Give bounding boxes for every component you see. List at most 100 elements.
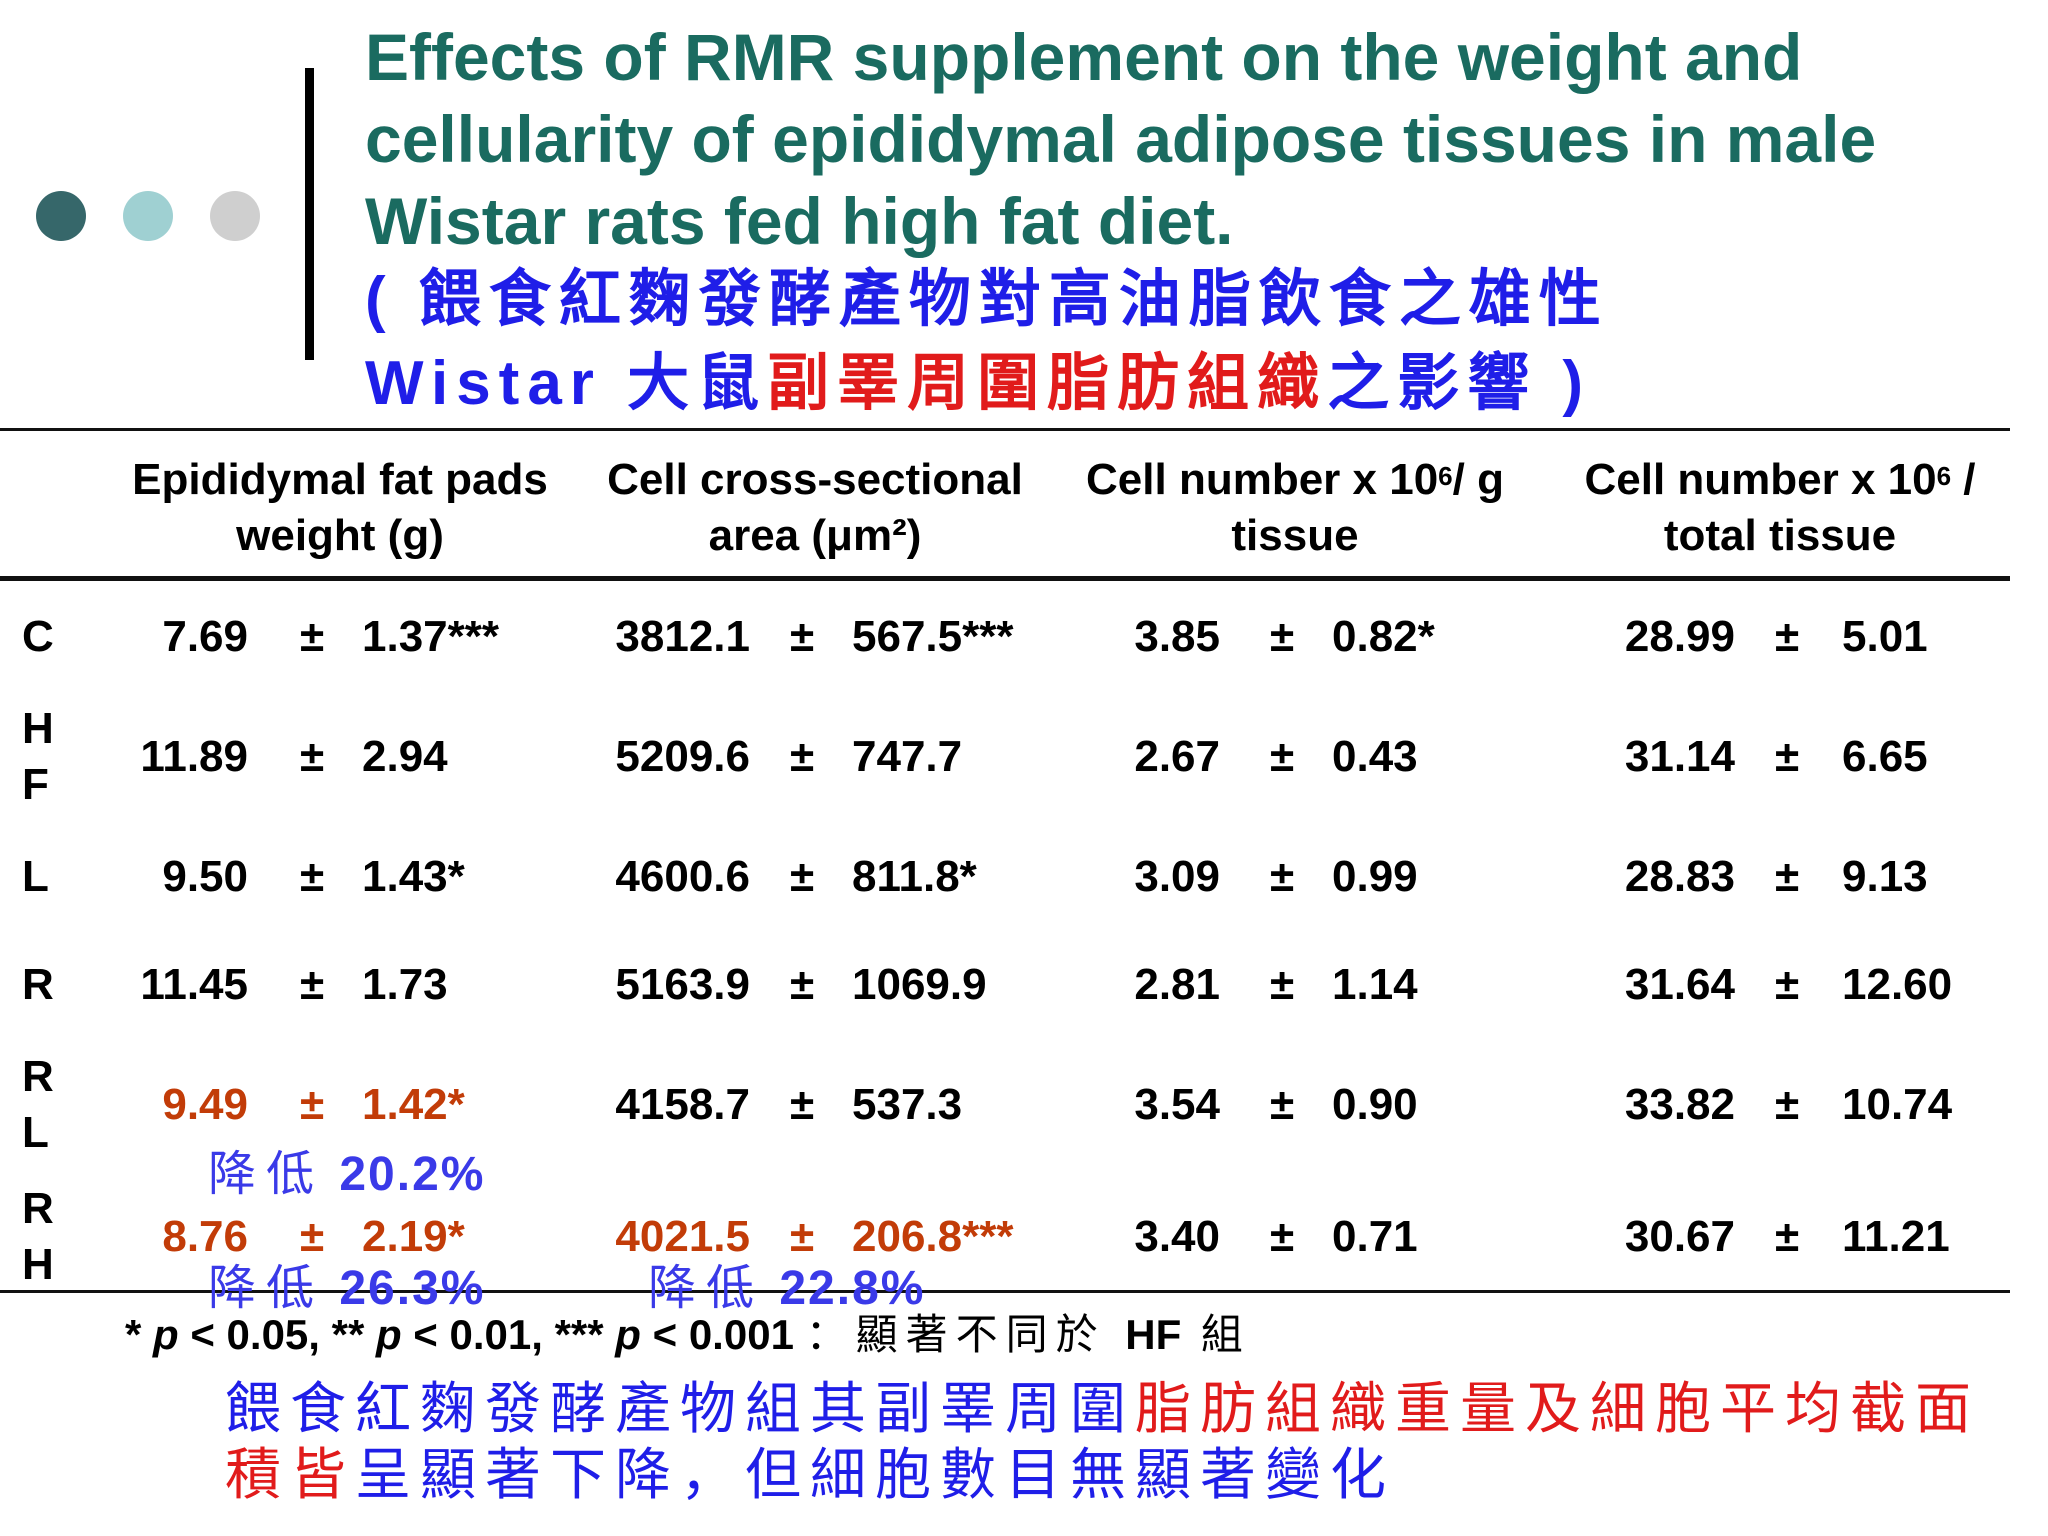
table-top-rule [0,428,2010,431]
cell-sd: 567.5*** [852,612,1014,661]
plus-minus-sign: ± [1775,960,1800,1009]
summary-text: 餵食紅麴發酵產物組其副睪周圍 [225,1377,1135,1440]
header-line: Cell cross-sectional [607,455,1023,504]
header-text: / [1951,455,1976,504]
dark-teal-dot-icon [36,191,86,241]
header-text: / g [1452,455,1504,504]
significance-footnote: * p < 0.05, ** p < 0.01, *** p < 0.001 ：… [125,1308,1251,1362]
cell-sd: 747.7 [852,732,963,781]
cell-sd: 206.8*** [852,1212,1014,1261]
header-line: total tissue [1663,511,1897,560]
plus-minus-sign: ± [300,1080,325,1129]
table-bottom-rule [0,1290,2010,1293]
cell-mean: 3.40 [1134,1212,1220,1261]
plus-minus-sign: ± [1270,732,1295,781]
note-rl-weight-reduction: 降低 20.2% [208,1148,485,1202]
plus-minus-sign: ± [1775,612,1800,661]
cell-sd: 12.60 [1842,960,1953,1009]
plus-minus-sign: ± [1775,852,1800,901]
row-label: R [22,1184,54,1233]
plus-minus-sign: ± [1775,732,1800,781]
title-divider-bar [305,68,314,360]
table-header-rule [0,576,2010,581]
cell-mean: 31.14 [1624,732,1735,781]
cell-sd: 6.65 [1842,732,1928,781]
cell-sd: 0.99 [1332,852,1418,901]
row-label: C [22,612,54,661]
cell-sd: 0.82* [1332,612,1435,661]
plus-minus-sign: ± [790,1080,815,1129]
footnote-p: p [375,1311,402,1358]
header-line: tissue [1231,511,1359,560]
cell-mean: 11.45 [140,960,248,1009]
note-percent: 26.3% [339,1262,486,1315]
title-chinese-part1: ( 餵食紅麴發酵產物對高油脂飲食之雄性 [365,265,1609,334]
cell-mean: 3.09 [1134,852,1220,901]
slide-title-english: Effects of RMR supplement on the weight … [365,20,1877,258]
cell-mean: 4600.6 [615,852,750,901]
plus-minus-sign: ± [1270,1080,1295,1129]
plus-minus-sign: ± [300,612,325,661]
header-superscript: 6 [1936,461,1952,491]
cell-sd: 0.43 [1332,732,1418,781]
footnote-text: < 0.01, *** [401,1311,616,1358]
cell-sd: 1.14 [1332,960,1418,1009]
plus-minus-sign: ± [790,612,815,661]
footnote-chinese: 組 [1181,1311,1251,1358]
plus-minus-sign: ± [300,1212,325,1261]
cell-sd: 11.21 [1842,1212,1950,1261]
cell-sd: 2.19* [362,1212,465,1261]
cell-mean: 28.99 [1624,612,1735,661]
cell-sd: 0.71 [1332,1212,1418,1261]
row-label: R [22,1052,54,1101]
footnote-hf: HF [1125,1311,1182,1358]
gray-dot-icon [210,191,260,241]
header-line: Epididymal fat pads [132,455,548,504]
cell-mean: 9.49 [162,1080,248,1129]
cell-sd: 1.37*** [362,612,500,661]
cell-sd: 5.01 [1842,612,1928,661]
header-line: weight (g) [236,511,444,560]
summary-highlight: 脂肪組織重量及細胞平均截面積皆 [225,1377,1980,1506]
cell-sd: 9.13 [1842,852,1928,901]
header-cell-area: Cell cross-sectional area (μm²) [585,452,1045,564]
cell-mean: 11.89 [140,732,248,781]
note-label: 降低 [208,1262,325,1315]
plus-minus-sign: ± [1270,852,1295,901]
cell-mean: 5163.9 [615,960,750,1009]
title-chinese-part2: Wistar 大鼠 [365,349,768,418]
title-chinese-part3: 之影響 ) [1327,349,1592,418]
cell-mean: 4021.5 [615,1212,750,1261]
cell-mean: 33.82 [1624,1080,1735,1129]
cell-mean: 7.69 [162,612,248,661]
cell-sd: 10.74 [1842,1080,1953,1129]
header-line: Cell number x 106/ g [1060,452,1530,508]
header-fat-pad-weight: Epididymal fat pads weight (g) [100,452,580,564]
cell-sd: 1069.9 [852,960,987,1009]
note-percent: 22.8% [779,1262,926,1315]
cell-mean: 2.67 [1134,732,1220,781]
cell-mean: 31.64 [1624,960,1735,1009]
footnote-text: < 0.05, ** [178,1311,376,1358]
footnote-p: p [615,1311,641,1358]
note-rh-area-reduction: 降低 22.8% [648,1262,925,1316]
header-text: Cell number x 10 [1584,455,1937,504]
cell-sd: 0.90 [1332,1080,1418,1129]
cell-mean: 3812.1 [615,612,750,661]
footnote-text: < 0.001 [640,1311,806,1358]
footnote-text: * [125,1311,154,1358]
plus-minus-sign: ± [790,1212,815,1261]
header-line: area (μm²) [708,511,922,560]
cell-mean: 4158.7 [615,1080,750,1129]
cell-sd: 1.43* [362,852,465,901]
cell-mean: 3.54 [1134,1080,1220,1129]
cell-sd: 1.73 [362,960,448,1009]
row-label: L [22,852,49,901]
row-label: H [22,1240,54,1289]
note-label: 降低 [208,1148,325,1201]
plus-minus-sign: ± [1775,1080,1800,1129]
light-teal-dot-icon [123,191,173,241]
plus-minus-sign: ± [300,732,325,781]
summary-conclusion: 餵食紅麴發酵產物組其副睪周圍脂肪組織重量及細胞平均截面積皆呈顯著下降，但細胞數目… [225,1376,2035,1508]
